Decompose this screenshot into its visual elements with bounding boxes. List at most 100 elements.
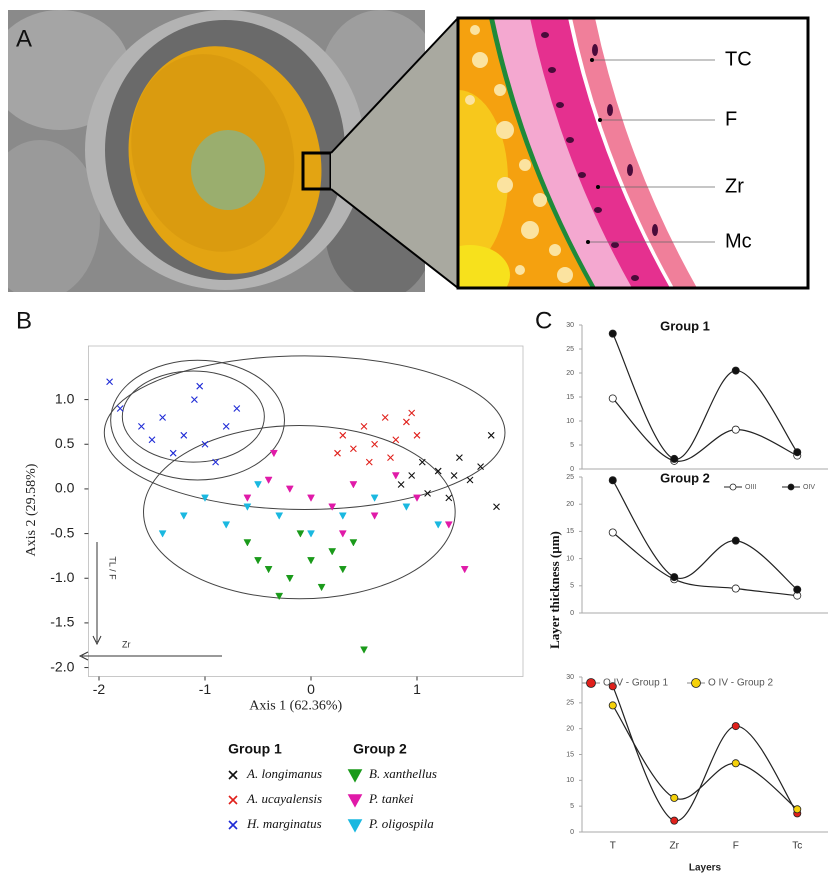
y-tick-label: 30 (566, 322, 574, 329)
point (370, 494, 379, 502)
point (169, 449, 177, 457)
point (275, 512, 284, 520)
point (116, 405, 124, 412)
point (413, 494, 421, 502)
x-tick-label: T (610, 841, 616, 852)
point (350, 445, 357, 453)
point (159, 414, 166, 421)
point (212, 458, 219, 466)
x-tick-label: Zr (670, 841, 680, 852)
point (403, 418, 410, 426)
point (339, 431, 347, 439)
point (487, 431, 495, 439)
y-tick-label: 5 (570, 442, 574, 449)
series-line (612, 532, 798, 597)
legend-marker (586, 678, 596, 688)
y-tick-label: -1.5 (50, 614, 74, 630)
point (365, 458, 373, 466)
point (338, 566, 347, 574)
point (285, 485, 294, 493)
point (408, 472, 416, 479)
confidence-ellipse (143, 424, 456, 600)
y-tick-label: 20 (566, 501, 574, 508)
y-axis-label: Axis 2 (29.58%) (24, 463, 39, 556)
legend-marker (347, 769, 363, 783)
zoom-connector (331, 18, 458, 288)
layer-schematic (458, 18, 808, 288)
point (296, 530, 305, 538)
y-tick-label: 25 (566, 346, 574, 353)
y-tick-label: 0 (570, 610, 574, 617)
point (243, 503, 252, 511)
point (670, 454, 679, 463)
point (670, 816, 679, 825)
point (328, 503, 337, 511)
point (408, 409, 416, 417)
point (360, 646, 368, 654)
annotation-arrow (92, 542, 102, 646)
micrograph (8, 10, 425, 292)
point (285, 574, 294, 583)
point (731, 425, 740, 434)
point (402, 503, 411, 511)
legend-label: B. xanthellus (369, 766, 437, 781)
point (106, 378, 113, 386)
legend-marker (691, 678, 701, 688)
point (338, 530, 347, 538)
leader-lines (588, 59, 715, 243)
point (138, 423, 145, 430)
point (450, 472, 458, 479)
annotation: Zr (122, 639, 131, 649)
point (158, 530, 167, 538)
legend-marker (228, 820, 238, 830)
layer-label: Zr (725, 175, 744, 197)
point (264, 566, 273, 574)
legend-label: O IV - Group 2 (708, 678, 773, 689)
y-tick-label: 20 (566, 726, 574, 733)
confidence-ellipse (110, 359, 285, 481)
point (381, 414, 389, 421)
point (731, 759, 740, 768)
y-tick-label: 5 (570, 583, 574, 590)
annotation: TL / F (108, 556, 118, 580)
series-line (612, 333, 798, 460)
x-axis-label: Axis 1 (62.36%) (249, 699, 342, 714)
point (264, 476, 273, 485)
point (222, 521, 231, 529)
point (254, 481, 262, 489)
y-tick-label: 0.5 (55, 435, 75, 451)
point (477, 463, 484, 470)
point (275, 592, 284, 601)
legend-marker (347, 794, 363, 808)
panel-label: A (16, 25, 32, 52)
point (493, 503, 500, 511)
zoom-line (330, 17, 459, 154)
legend-label: O IV - Group 1 (603, 678, 668, 689)
y-tick-label: 15 (566, 394, 574, 401)
point (434, 521, 443, 529)
point (731, 722, 740, 731)
point (608, 476, 617, 485)
point (307, 530, 315, 538)
point (608, 682, 617, 691)
point (608, 394, 617, 403)
x-tick-label: -1 (199, 681, 212, 697)
point (731, 366, 740, 375)
x-tick-label: 1 (413, 681, 421, 697)
y-axis-label: Layer thickness (µm) (547, 531, 562, 649)
point (243, 494, 252, 502)
point (360, 423, 368, 430)
y-tick-label: 10 (566, 418, 574, 425)
x-tick-label: Tc (792, 841, 802, 852)
point (148, 436, 156, 444)
point (201, 494, 209, 502)
point (608, 329, 617, 338)
series-line (612, 398, 798, 462)
legend-label: OIV (803, 484, 815, 491)
point (387, 454, 394, 462)
point (201, 440, 209, 448)
annotation-arrow (78, 651, 222, 661)
panel-label: C (535, 307, 552, 334)
point (456, 454, 463, 462)
